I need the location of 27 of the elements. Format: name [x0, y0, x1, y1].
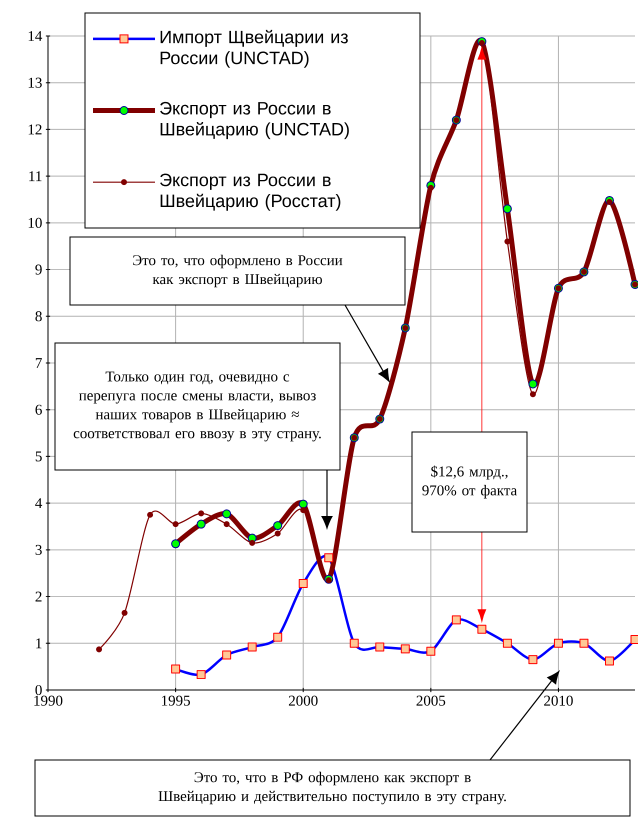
x-tick-label: 1990 — [34, 696, 62, 706]
annotation: Только один год, очевидно с перепуга после смены власти, вывоз наших товаров в Швейцарию ≈ соответствовал его ввозу в эту страну. — [74, 372, 321, 442]
text: Это то, что в РФ оформлено как экспорт в Швейцарию и действительно поступило в эту страну. — [158, 772, 506, 804]
y-tick-label: 0 — [35, 684, 42, 696]
y-tick-label: 13 — [28, 78, 42, 88]
y-tick-label: 10 — [28, 218, 42, 228]
x-tick-label: 2000 — [288, 696, 318, 706]
y-tick-label: 8 — [35, 311, 42, 322]
legend-label: Экспорт из России в Швейцарию (UNCTAD) — [160, 102, 349, 140]
y-tick-label: 3 — [36, 544, 42, 555]
y-tick-label: 4 — [35, 498, 42, 508]
x-tick-label: 1995 — [162, 696, 190, 706]
legend-label: Импорт Щвейцарии из России (UNCTAD) — [160, 30, 348, 68]
y-tick-label: 5 — [36, 451, 42, 462]
y-tick-label: 1 — [36, 638, 42, 648]
y-tick-label: 9 — [35, 264, 42, 275]
y-tick-label: 11 — [29, 171, 42, 182]
x-tick-label: 2005 — [416, 696, 446, 706]
legend-label: Экспорт из России в Швейцарию (Росстат) — [160, 174, 340, 211]
x-tick-label: 2010 — [544, 696, 573, 706]
y-tick-label: 7 — [36, 358, 42, 368]
y-tick-label: 2 — [36, 592, 42, 602]
annotation: $12,6 млрд., 970% от факта — [422, 466, 517, 498]
y-tick-label: 14 — [28, 31, 42, 41]
y-tick-label: 6 — [36, 404, 42, 415]
annotation: Это то, что оформлено в России как экспорт в Швейцарию — [133, 254, 342, 288]
y-tick-label: 12 — [28, 124, 42, 134]
